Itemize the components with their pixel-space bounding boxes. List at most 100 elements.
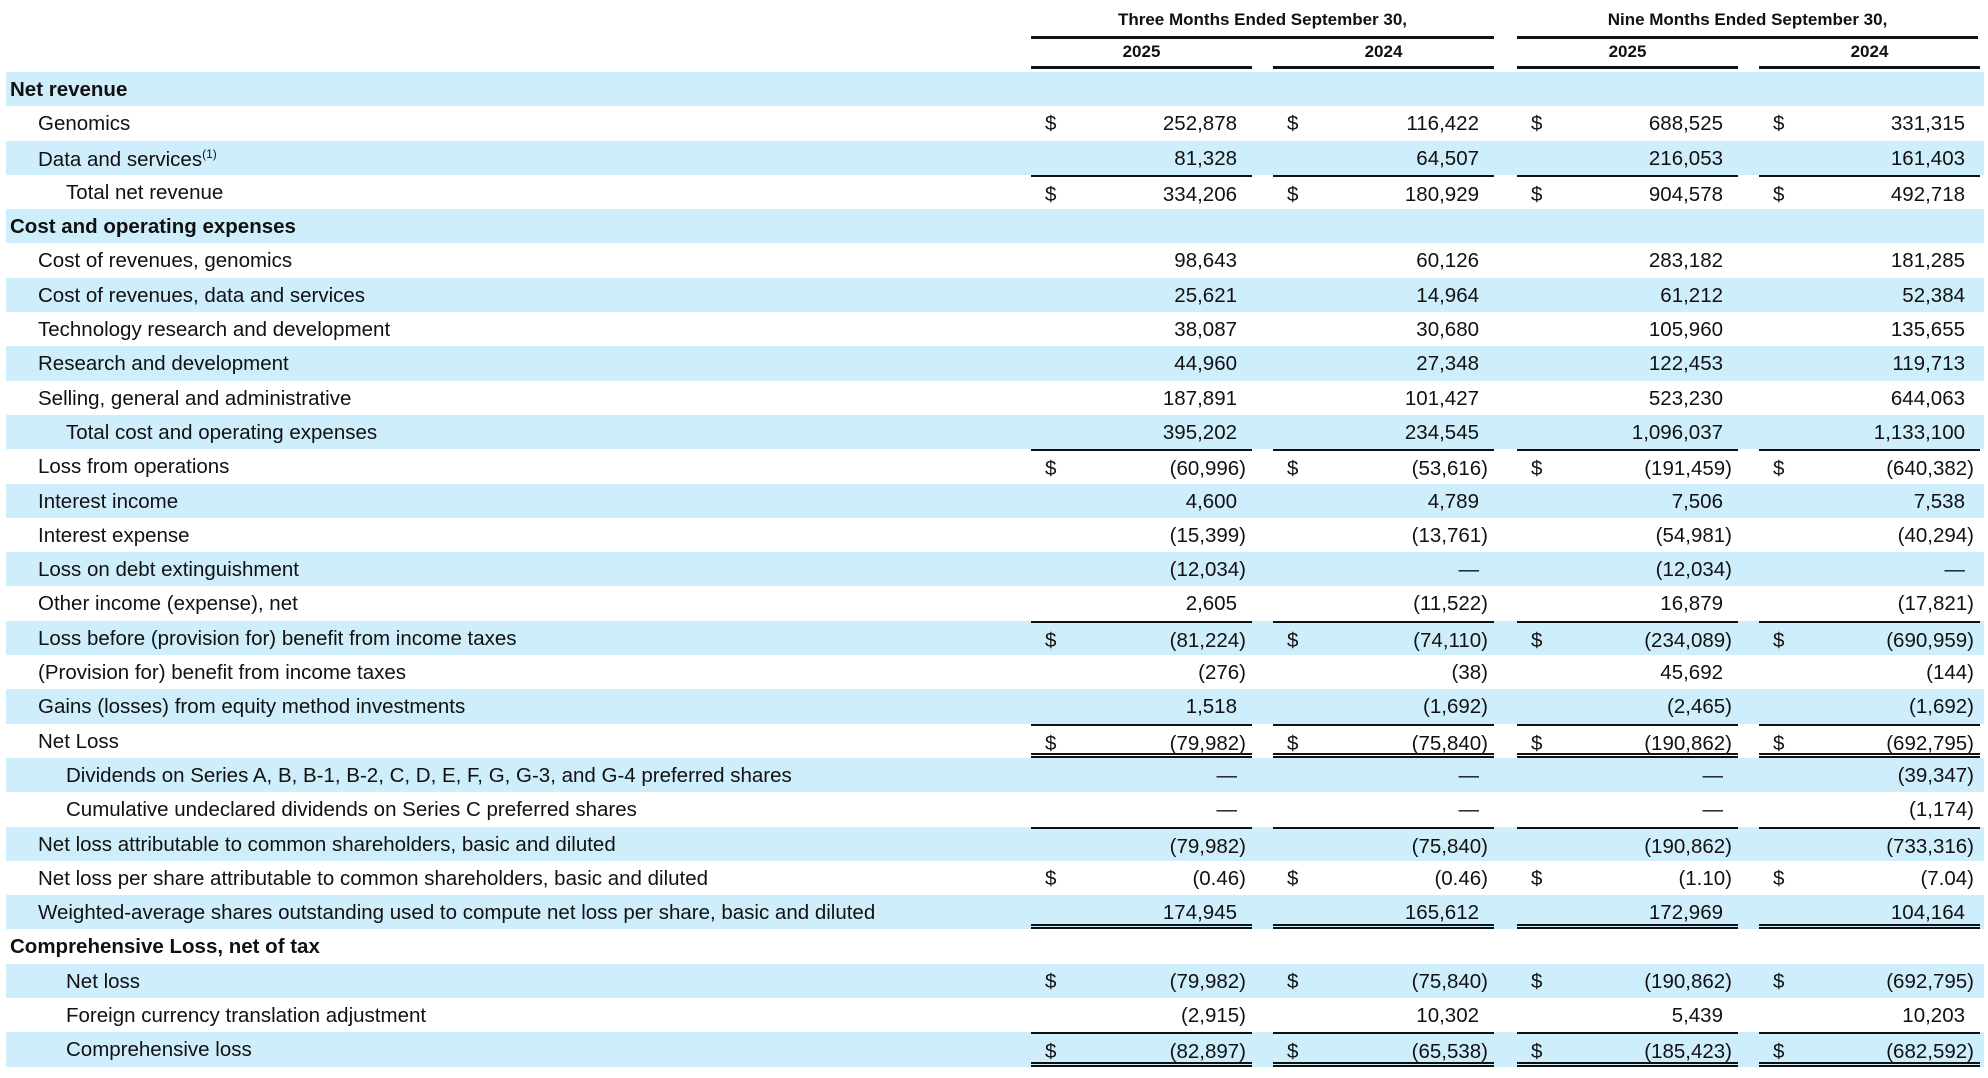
row-label-text: Technology research and development (38, 318, 391, 342)
value: (1.10) (1678, 866, 1732, 890)
row-label: Gains (losses) from equity method invest… (38, 695, 465, 719)
currency-symbol: $ (1531, 731, 1543, 755)
value: 81,328 (1174, 146, 1237, 170)
value-cell: (12,034) (1031, 552, 1252, 586)
value: — (1702, 763, 1724, 787)
row-label-text: Loss before (provision for) benefit from… (38, 626, 517, 650)
table-row: Total cost and operating expenses 395,202… (6, 414, 1984, 450)
value: (0.46) (1192, 866, 1246, 890)
row-label-text: Selling, general and administrative (38, 386, 352, 410)
value: 5,439 (1671, 1004, 1723, 1028)
currency-symbol: $ (1045, 628, 1057, 652)
table-row: Loss from operations $ (60,996) $ (53,616) $ (… (6, 449, 1984, 483)
currency-symbol: $ (1531, 112, 1543, 136)
value: (640,382) (1886, 457, 1974, 481)
value-cell: 30,680 (1273, 312, 1494, 346)
value: 234,545 (1404, 420, 1479, 444)
value: 334,206 (1162, 182, 1237, 206)
currency-symbol: $ (1287, 457, 1299, 481)
value: 395,202 (1162, 420, 1237, 444)
row-label-text: (Provision for) benefit from income taxe… (38, 661, 406, 685)
value: (185,423) (1644, 1040, 1732, 1064)
value: 331,315 (1890, 112, 1965, 136)
row-label-text: Net loss per share attributable to commo… (38, 866, 709, 890)
value-cell: $ (682,592) (1759, 1032, 1980, 1067)
row-label-text: Genomics (38, 112, 131, 136)
value-cell: (39,347) (1759, 758, 1980, 792)
value: (733,316) (1886, 834, 1974, 858)
value-cell: 2,605 (1031, 586, 1252, 620)
value-cell: 216,053 (1517, 141, 1738, 175)
table-row: Interest income 4,600 4,789 7,506 7,538 (6, 483, 1984, 518)
value: 10,203 (1902, 1004, 1965, 1028)
value: 216,053 (1648, 146, 1723, 170)
row-label: Total cost and operating expenses (66, 421, 377, 445)
value: 4,600 (1185, 489, 1237, 513)
value-cell: 104,164 (1759, 895, 1980, 930)
value: (79,982) (1169, 969, 1246, 993)
row-label: Interest expense (38, 524, 190, 548)
value: (53,616) (1411, 457, 1488, 481)
value: 1,518 (1185, 695, 1237, 719)
value: 38,087 (1174, 318, 1237, 342)
value: 25,621 (1174, 283, 1237, 307)
value: 904,578 (1648, 182, 1723, 206)
value-cell: 4,789 (1273, 484, 1494, 518)
value: 60,126 (1416, 249, 1479, 273)
value-cell: 81,328 (1031, 141, 1252, 175)
value: 180,929 (1404, 182, 1479, 206)
value-cell: 523,230 (1517, 381, 1738, 415)
row-label: Comprehensive loss (66, 1038, 252, 1062)
value-cell: 64,507 (1273, 141, 1494, 175)
row-label: Data and services(1) (38, 147, 217, 172)
value: (692,795) (1886, 969, 1974, 993)
value: (12,034) (1655, 558, 1732, 582)
value-cell: 7,538 (1759, 484, 1980, 518)
currency-symbol: $ (1287, 628, 1299, 652)
period-header-three-months: Three Months Ended September 30, (1031, 10, 1494, 39)
value: 172,969 (1648, 901, 1723, 925)
value: 4,789 (1427, 489, 1479, 513)
row-label-text: Research and development (38, 352, 289, 376)
value: (2,465) (1667, 695, 1732, 719)
value: 116,422 (1406, 112, 1479, 136)
value-cell: 27,348 (1273, 346, 1494, 380)
row-label-text: Foreign currency translation adjustment (66, 1004, 427, 1028)
row-label-text: Comprehensive loss (66, 1038, 252, 1062)
value: 52,384 (1902, 283, 1965, 307)
value-cell: — (1517, 792, 1738, 826)
value-cell: (12,034) (1517, 552, 1738, 586)
row-label: Interest income (38, 490, 178, 514)
row-label-text: Net loss (66, 969, 141, 993)
value: (692,795) (1886, 731, 1974, 755)
table-row: Data and services(1) 81,328 64,507 216,053 1… (6, 140, 1984, 175)
value: 44,960 (1174, 352, 1237, 376)
footnote-marker: (1) (202, 146, 217, 161)
value-cell: (190,862) (1517, 826, 1738, 861)
value: (38) (1451, 661, 1488, 685)
value: (2,915) (1181, 1004, 1246, 1028)
value-cell: 5,439 (1517, 998, 1738, 1032)
value: (79,982) (1169, 834, 1246, 858)
value-cell: $ (640,382) (1759, 449, 1980, 483)
value-cell: $ (0.46) (1273, 861, 1494, 895)
value-cell: (733,316) (1759, 826, 1980, 861)
value: — (1944, 558, 1966, 582)
section-header-row: Cost and operating expenses (6, 209, 1984, 244)
value-cell: $ (191,459) (1517, 449, 1738, 483)
value-cell: 135,655 (1759, 312, 1980, 346)
value-cell: 25,621 (1031, 278, 1252, 312)
table-row: Selling, general and administrative 187,8… (6, 381, 1984, 415)
value-cell: 395,202 (1031, 415, 1252, 449)
value-cell: — (1517, 758, 1738, 792)
value: (40,294) (1897, 523, 1974, 547)
value: — (1702, 798, 1724, 822)
value-cell: $ (0.46) (1031, 861, 1252, 895)
currency-symbol: $ (1287, 866, 1299, 890)
value-cell: (144) (1759, 655, 1980, 689)
value: 161,403 (1890, 146, 1965, 170)
value: 644,063 (1890, 386, 1965, 410)
value: (60,996) (1169, 457, 1246, 481)
value-cell: $ (692,795) (1759, 964, 1980, 998)
table-row: Net loss attributable to common sharehol… (6, 826, 1984, 861)
